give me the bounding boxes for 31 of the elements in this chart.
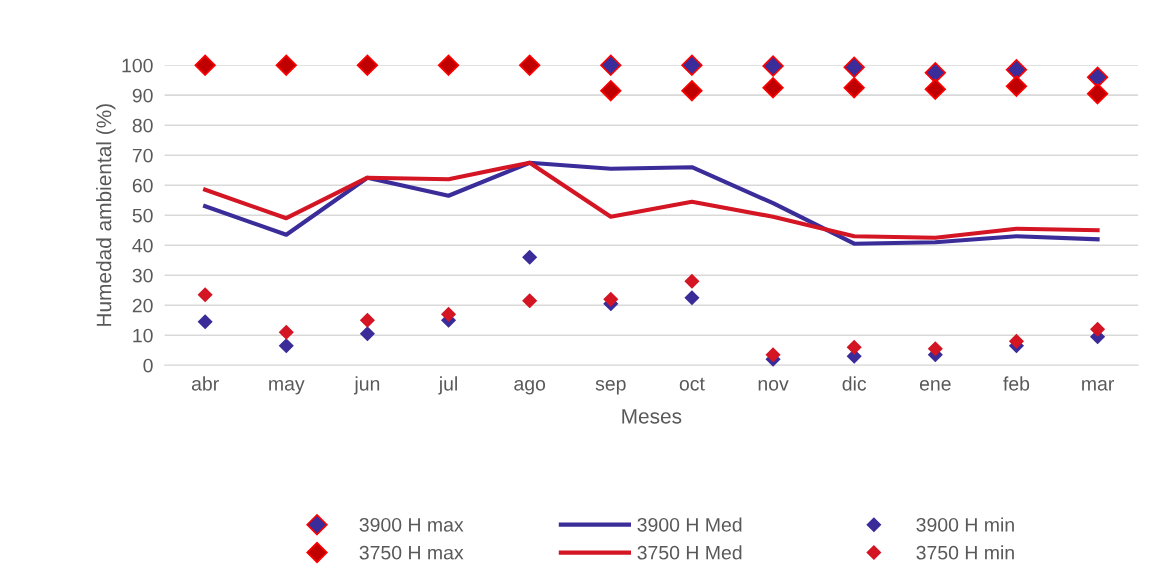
y-tick-label: 10 <box>133 328 153 343</box>
legend-label: 3750 H Med <box>637 545 742 560</box>
legend-label: 3750 H max <box>359 545 464 560</box>
x-tick-label: feb <box>1003 376 1030 391</box>
y-tick-label: 70 <box>132 148 153 163</box>
x-tick-label: nov <box>758 379 789 391</box>
y-tick-label: 60 <box>132 178 153 193</box>
y-tick-label: 20 <box>132 298 153 313</box>
y-axis-title: Humedad ambiental (%) <box>96 104 116 326</box>
y-tick-label: 100 <box>122 58 153 73</box>
y-tick-label: 50 <box>132 208 153 223</box>
x-axis-title: Meses <box>622 409 682 424</box>
legend-label: 3900 H Med <box>637 517 742 532</box>
y-tick-label: 30 <box>132 268 153 283</box>
x-tick-label: oct <box>679 377 705 391</box>
x-tick-label: jul <box>438 376 457 395</box>
y-tick-label: 0 <box>143 358 153 373</box>
x-tick-label: sep <box>595 379 626 395</box>
x-tick-label: ene <box>919 379 951 391</box>
y-tick-label: 80 <box>132 118 153 133</box>
x-tick-label: jun <box>353 376 380 395</box>
x-tick-label: dic <box>842 376 867 391</box>
legend-label: 3900 H max <box>359 517 464 532</box>
x-tick-label: abr <box>191 376 219 391</box>
legend-label: 3900 H min <box>916 517 1014 532</box>
x-tick-label: mar <box>1082 379 1114 391</box>
y-tick-label: 90 <box>132 88 153 103</box>
x-tick-label: ago <box>514 379 546 395</box>
legend-label: 3750 H min <box>916 545 1014 560</box>
x-tick-label: may <box>269 379 305 395</box>
y-tick-label: 40 <box>132 238 153 253</box>
